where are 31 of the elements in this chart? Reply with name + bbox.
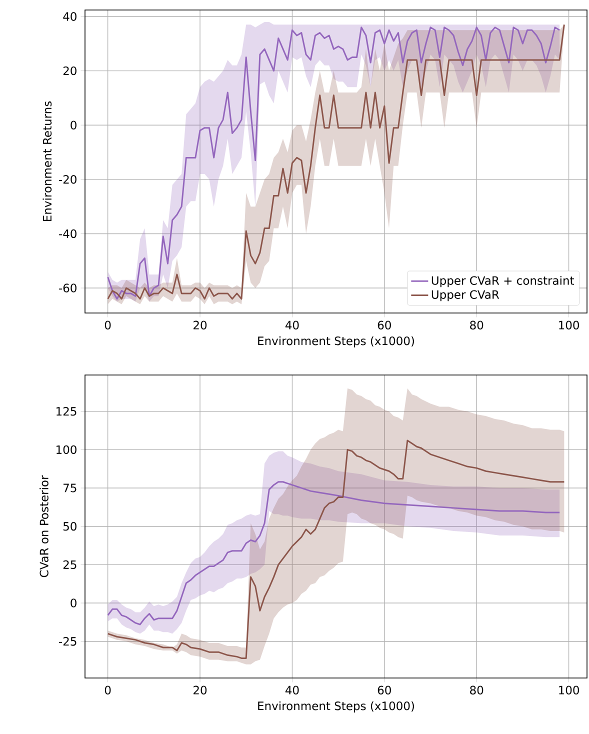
x-tick-label: 100 — [559, 686, 579, 694]
x-tick-label: 0 — [104, 320, 111, 330]
y-tick-label: 25 — [63, 560, 76, 570]
x-tick-label: 60 — [378, 320, 391, 330]
x-tick-label: 80 — [470, 686, 484, 694]
y-axis-title: Environment Returns — [42, 101, 52, 221]
x-tick-label: 100 — [559, 320, 579, 330]
x-tick-label: 80 — [470, 320, 484, 330]
x-axis-title: Environment Steps (x1000) — [258, 701, 414, 712]
y-tick-label: 20 — [63, 66, 76, 76]
legend-label: Upper CVaR + constraint — [432, 276, 574, 288]
x-tick-label: 40 — [285, 686, 299, 694]
y-tick-label: 40 — [63, 12, 76, 21]
y-tick-label: 50 — [63, 522, 76, 531]
y-tick-label: -60 — [59, 284, 76, 292]
x-tick-label: 40 — [285, 320, 299, 330]
x-tick-label: 20 — [194, 320, 207, 330]
y-tick-label: -25 — [59, 637, 76, 646]
x-tick-label: 0 — [104, 686, 111, 694]
x-tick-label: 20 — [194, 686, 207, 694]
x-axis-title: Environment Steps (x1000) — [258, 336, 414, 348]
y-tick-label: 100 — [56, 445, 76, 454]
y-tick-label: -40 — [59, 229, 76, 238]
x-tick-label: 60 — [378, 686, 391, 694]
y-tick-label: -20 — [59, 175, 76, 184]
y-tick-label: 125 — [56, 406, 76, 416]
y-axis-title: CVaR on Posterior — [40, 475, 48, 578]
y-tick-label: 0 — [70, 120, 76, 130]
y-tick-label: 0 — [70, 598, 76, 608]
legend-label: Upper CVaR — [432, 290, 500, 302]
y-tick-label: 75 — [64, 484, 76, 492]
